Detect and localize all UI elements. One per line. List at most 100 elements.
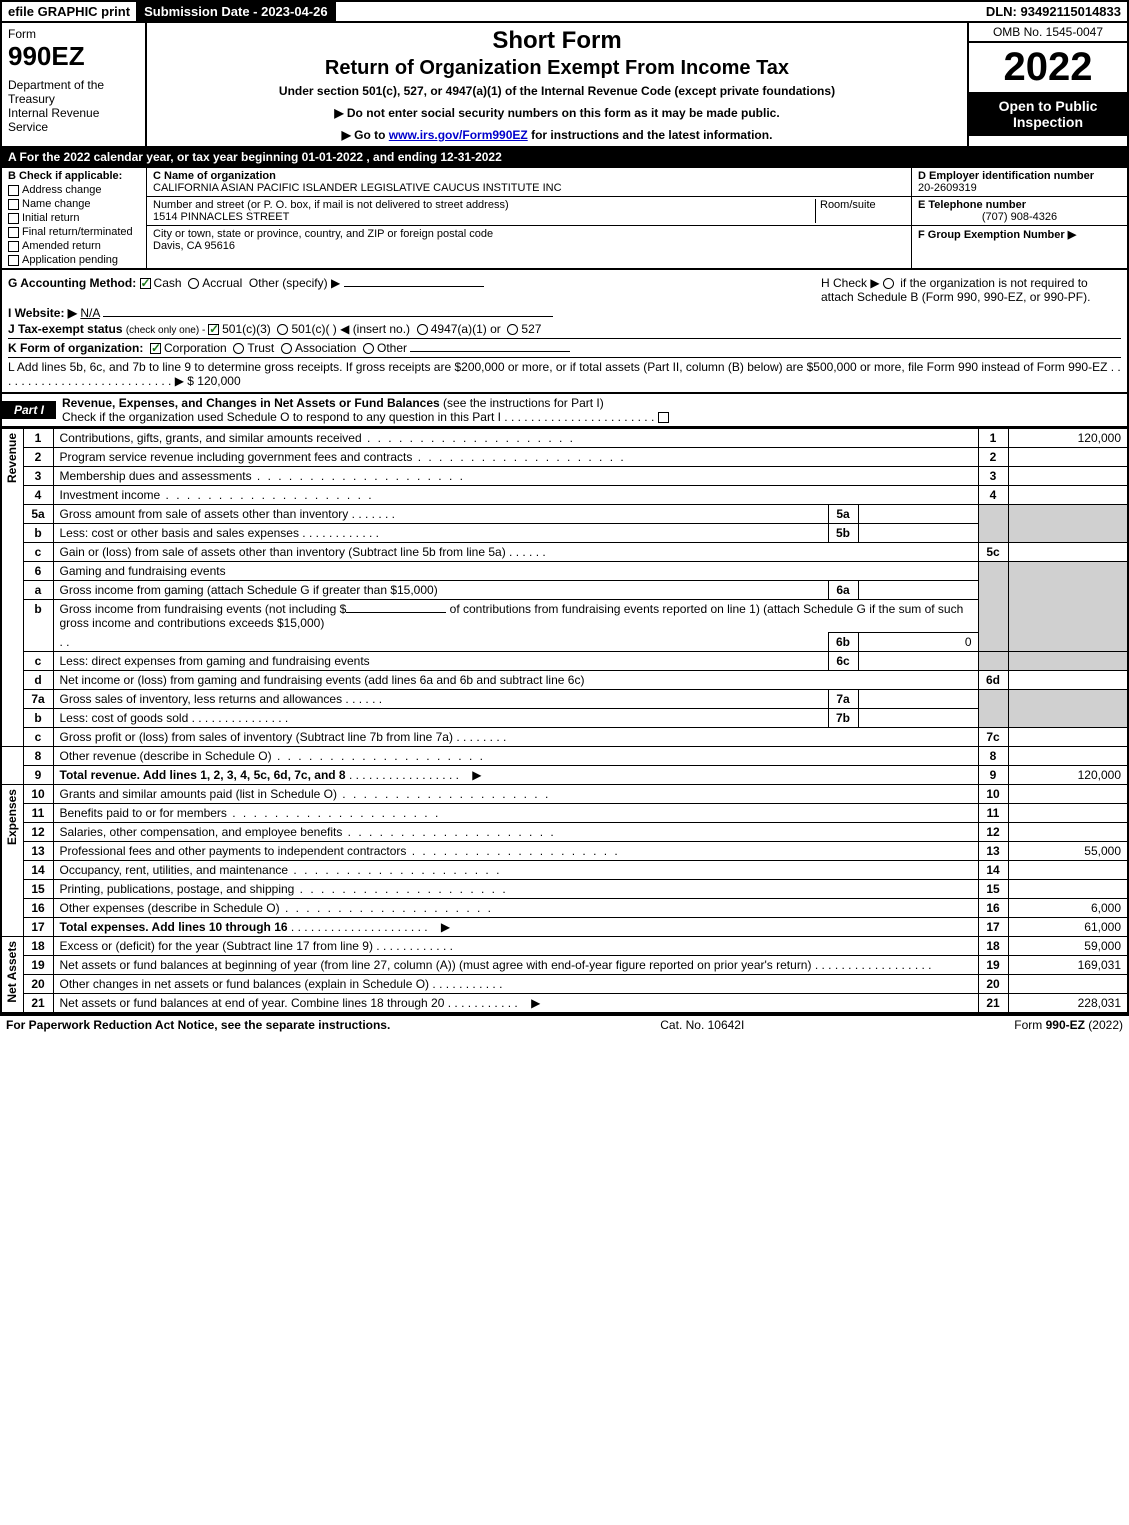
- line-9-desc: Total revenue. Add lines 1, 2, 3, 4, 5c,…: [53, 766, 978, 785]
- phone-cell: E Telephone number (707) 908-4326: [912, 197, 1127, 226]
- k1: Corporation: [164, 341, 227, 355]
- line-19-amount: 169,031: [1008, 956, 1128, 975]
- line-1-lbl: 1: [978, 429, 1008, 448]
- line-7a-desc: Gross sales of inventory, less returns a…: [53, 690, 828, 709]
- efile-label[interactable]: efile GRAPHIC print: [2, 2, 138, 21]
- line-8-desc: Other revenue (describe in Schedule O): [53, 747, 978, 766]
- dln-label: DLN: 93492115014833: [980, 2, 1127, 21]
- line-6d-amount: [1008, 671, 1128, 690]
- line-6b-lbl: 6b: [828, 633, 858, 652]
- street-label: Number and street (or P. O. box, if mail…: [153, 199, 509, 211]
- chk-final-return[interactable]: Final return/terminated: [8, 226, 140, 238]
- line-6a-amount: [858, 581, 978, 600]
- line-2-amount: [1008, 448, 1128, 467]
- footer-center: Cat. No. 10642I: [660, 1018, 744, 1032]
- line-6c-amount: [858, 652, 978, 671]
- line-9-num: 9: [23, 766, 53, 785]
- line-5b-lbl: 5b: [828, 524, 858, 543]
- line-21-amount: 228,031: [1008, 994, 1128, 1014]
- line-8-lbl: 8: [978, 747, 1008, 766]
- line-5b-num: b: [23, 524, 53, 543]
- top-bar: efile GRAPHIC print Submission Date - 20…: [0, 0, 1129, 23]
- line-5c-amount: [1008, 543, 1128, 562]
- chk-amended-return[interactable]: Amended return: [8, 240, 140, 252]
- chk-name-change[interactable]: Name change: [8, 198, 140, 210]
- line-13-desc: Professional fees and other payments to …: [53, 842, 978, 861]
- g-other-input[interactable]: [344, 286, 484, 287]
- group-exemption-label: F Group Exemption Number ▶: [918, 229, 1076, 241]
- line-9-amount: 120,000: [1008, 766, 1128, 785]
- chk-trust[interactable]: [233, 343, 244, 354]
- chk-address-change[interactable]: Address change: [8, 184, 140, 196]
- chk-501c3[interactable]: [208, 324, 219, 335]
- line-2-num: 2: [23, 448, 53, 467]
- line-g: G Accounting Method: Cash Accrual Other …: [8, 276, 484, 304]
- line-g-h: G Accounting Method: Cash Accrual Other …: [8, 276, 1121, 304]
- line-6c-desc: Less: direct expenses from gaming and fu…: [53, 652, 828, 671]
- chk-assoc[interactable]: [281, 343, 292, 354]
- line-15-desc: Printing, publications, postage, and shi…: [53, 880, 978, 899]
- col-c-org-info: C Name of organization CALIFORNIA ASIAN …: [147, 168, 912, 268]
- line-8-amount: [1008, 747, 1128, 766]
- irs-link[interactable]: www.irs.gov/Form990EZ: [389, 128, 528, 142]
- line-20-amount: [1008, 975, 1128, 994]
- grey-6c: [978, 652, 1008, 671]
- street-address: Number and street (or P. O. box, if mail…: [153, 199, 815, 223]
- chk-other-org[interactable]: [363, 343, 374, 354]
- chk-initial-return[interactable]: Initial return: [8, 212, 140, 224]
- line-11-lbl: 11: [978, 804, 1008, 823]
- line-12-lbl: 12: [978, 823, 1008, 842]
- line-7a-amount: [858, 690, 978, 709]
- line-10-amount: [1008, 785, 1128, 804]
- col-b-header: B Check if applicable:: [8, 170, 140, 182]
- line-6c-lbl: 6c: [828, 652, 858, 671]
- line-19-num: 19: [23, 956, 53, 975]
- chk-4947[interactable]: [417, 324, 428, 335]
- header-left: Form 990EZ Department of the Treasury In…: [2, 23, 147, 146]
- sub3-pre: ▶ Go to: [342, 128, 389, 142]
- part1-title-sub: (see the instructions for Part I): [440, 396, 604, 410]
- line-10-num: 10: [23, 785, 53, 804]
- line-16-lbl: 16: [978, 899, 1008, 918]
- chk-accrual[interactable]: [188, 278, 199, 289]
- line-6d-desc: Net income or (loss) from gaming and fun…: [53, 671, 978, 690]
- chk-501c[interactable]: [277, 324, 288, 335]
- line-3-amount: [1008, 467, 1128, 486]
- k-other-input[interactable]: [410, 351, 570, 352]
- line-7b-desc: Less: cost of goods sold . . . . . . . .…: [53, 709, 828, 728]
- footer-right-pre: Form: [1014, 1018, 1045, 1032]
- part1-check-line: Check if the organization used Schedule …: [62, 410, 658, 424]
- row-a-tax-year: A For the 2022 calendar year, or tax yea…: [0, 148, 1129, 168]
- chk-corp[interactable]: [150, 343, 161, 354]
- chk-527[interactable]: [507, 324, 518, 335]
- ein-value: 20-2609319: [918, 182, 977, 194]
- line-7b-lbl: 7b: [828, 709, 858, 728]
- line-1-amount: 120,000: [1008, 429, 1128, 448]
- line-16-amount: 6,000: [1008, 899, 1128, 918]
- chk-h[interactable]: [883, 278, 894, 289]
- line-3-num: 3: [23, 467, 53, 486]
- line-5a-lbl: 5a: [828, 505, 858, 524]
- line-7c-num: c: [23, 728, 53, 747]
- org-name-label: C Name of organization: [153, 170, 276, 182]
- city-label: City or town, state or province, country…: [153, 228, 493, 240]
- line-3-lbl: 3: [978, 467, 1008, 486]
- line-16-desc: Other expenses (describe in Schedule O): [53, 899, 978, 918]
- netassets-section-label: Net Assets: [1, 937, 23, 1014]
- form-header: Form 990EZ Department of the Treasury In…: [0, 23, 1129, 148]
- line-9-lbl: 9: [978, 766, 1008, 785]
- chk-application-pending[interactable]: Application pending: [8, 254, 140, 266]
- grey-5-amt: [1008, 505, 1128, 543]
- line-17-desc: Total expenses. Add lines 10 through 16 …: [53, 918, 978, 937]
- line-13-num: 13: [23, 842, 53, 861]
- public-inspection: Open to Public Inspection: [969, 92, 1127, 136]
- j2: 501(c)( ) ◀ (insert no.): [291, 322, 410, 336]
- line-7a-num: 7a: [23, 690, 53, 709]
- chk-cash[interactable]: [140, 278, 151, 289]
- grey-6-amt: [1008, 562, 1128, 652]
- line-11-desc: Benefits paid to or for members: [53, 804, 978, 823]
- chk-part1-scho[interactable]: [658, 412, 669, 423]
- line-5a-amount: [858, 505, 978, 524]
- j-sub: (check only one) -: [126, 325, 208, 336]
- rev-cont: [1, 747, 23, 785]
